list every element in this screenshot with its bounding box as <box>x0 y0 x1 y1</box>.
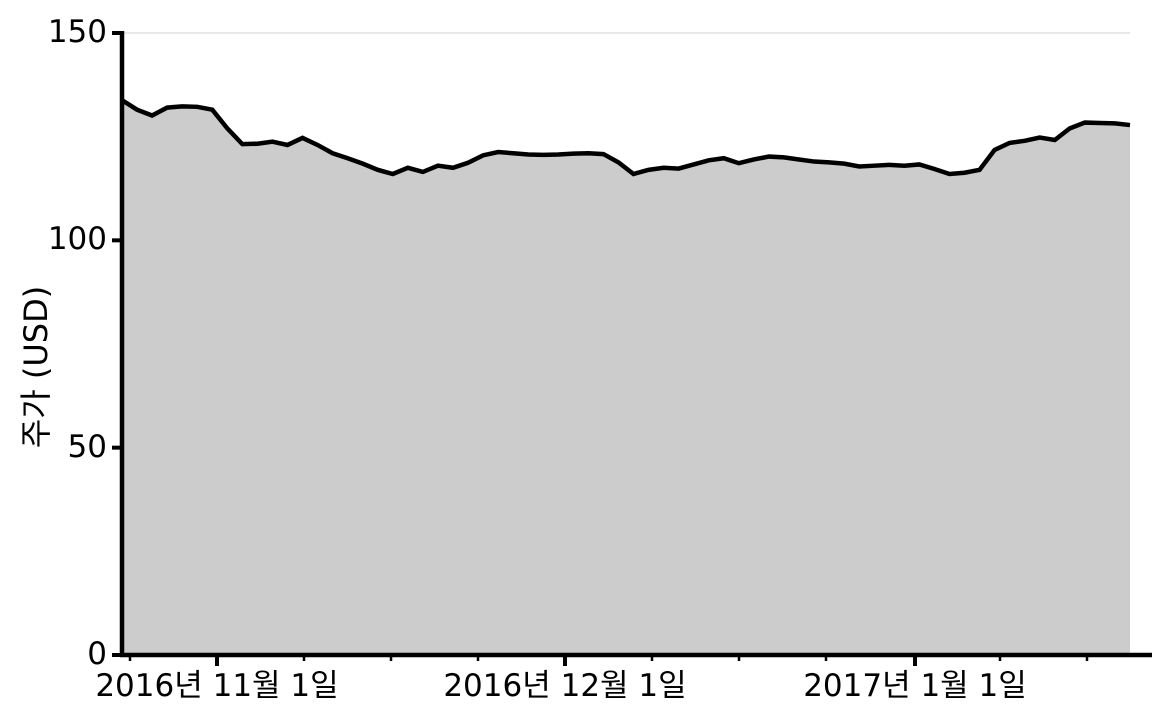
y-tick-label-50: 50 <box>67 428 107 465</box>
y-axis-label: 주가 (USD) <box>17 285 55 449</box>
x-tick-marks <box>215 655 917 666</box>
y-tick-label-100: 100 <box>47 221 107 258</box>
y-tick-labels: 0 50 100 150 <box>0 0 107 711</box>
y-tick-label-150: 150 <box>47 14 107 50</box>
y-tick-label-0: 0 <box>87 636 107 672</box>
price-line <box>120 98 1131 177</box>
y-tick-marks <box>112 31 122 657</box>
x-tick-label-2: 2017년 1월 1일 <box>803 668 1027 704</box>
area-fill <box>122 100 1130 656</box>
x-tick-label-0: 2016년 11월 1일 <box>95 668 339 704</box>
x-minor-tick-marks <box>128 655 1089 661</box>
x-tick-label-1: 2016년 12월 1일 <box>443 668 687 704</box>
axis-spines <box>119 31 1152 658</box>
